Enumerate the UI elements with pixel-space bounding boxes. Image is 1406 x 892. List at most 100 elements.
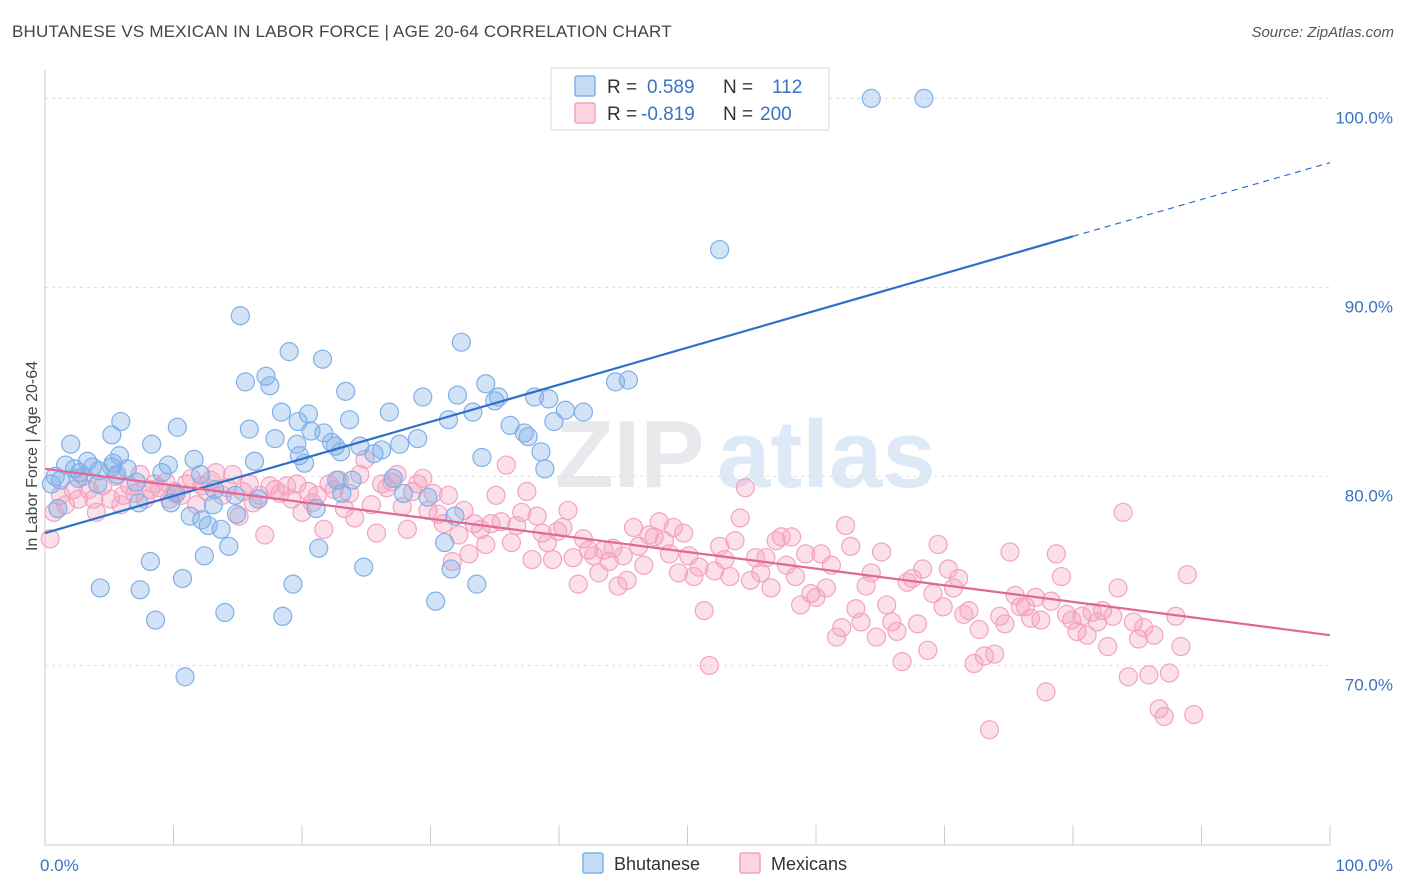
point-mexicans [785,566,806,587]
point-bhutanese [260,376,280,396]
point-bhutanese [544,411,564,432]
point-bhutanese [535,459,555,479]
point-mexicans [663,517,683,538]
point-bhutanese [413,387,433,407]
point-mexicans [459,544,479,564]
bottom-legend-label-bhutanese: Bhutanese [614,854,700,874]
point-mexicans [841,536,861,556]
point-bhutanese [336,381,356,401]
y-tick-label: 80.0% [1345,486,1393,505]
point-mexicans [928,534,948,555]
point-mexicans [187,495,207,515]
y-tick-label: 100.0% [1335,108,1393,127]
point-mexicans [766,531,786,551]
point-mexicans [1108,578,1128,598]
point-mexicans [578,540,599,560]
point-bhutanese [390,434,410,454]
bottom-legend-swatch-bhutanese [582,852,604,874]
point-mexicans [366,523,387,543]
axes [44,70,1331,846]
legend-n-value-2: 200 [760,104,792,125]
point-bhutanese [383,468,403,488]
point-bhutanese [203,495,223,515]
point-mexicans [423,483,443,504]
point-bhutanese [531,442,551,462]
point-mexicans [659,544,680,564]
trend-line-mexicans [44,467,1331,637]
point-bhutanese [235,372,256,392]
point-mexicans [866,627,886,647]
point-bhutanese [408,428,428,449]
point-bhutanese [441,559,461,579]
point-mexicans [63,480,83,500]
point-mexicans [287,474,307,494]
point-bhutanese [438,410,459,430]
point-mexicans [1113,502,1133,522]
point-mexicans [1041,591,1061,611]
point-mexicans [796,544,816,564]
point-bhutanese [175,667,195,687]
point-bhutanese [573,402,594,422]
point-mexicans [613,546,633,566]
point-mexicans [397,519,417,539]
point-mexicans [913,559,933,579]
point-bhutanese [514,423,534,443]
point-bhutanese [618,370,638,390]
point-mexicans [1000,542,1020,562]
point-mexicans [887,621,907,642]
point-bhutanese [248,489,268,509]
point-mexicans [979,720,1000,740]
point-bhutanese [158,455,178,475]
point-mexicans [558,500,578,521]
point-mexicans [1077,625,1097,645]
legend-r-value-2: -0.819 [641,104,695,125]
point-mexicans [501,532,522,553]
point-mexicans [761,578,781,598]
point-mexicans [1062,610,1082,630]
point-mexicans [649,512,669,532]
point-mexicans [964,653,984,674]
point-bhutanese [312,349,333,369]
point-mexicans [684,566,704,587]
point-bhutanese [710,239,730,260]
point-bhutanese [215,602,235,623]
point-bhutanese [467,574,487,594]
point-mexicans [1177,565,1197,585]
series-bhutanese-points [41,86,934,687]
point-mexicans [816,578,836,598]
point-bhutanese [167,417,187,437]
point-bhutanese [354,557,374,577]
legend-n-label-2: N = [723,104,753,125]
point-bhutanese [283,574,303,594]
point-mexicans [623,517,644,538]
point-mexicans [438,485,459,505]
point-mexicans [715,549,735,570]
point-bhutanese [451,332,471,352]
point-bhutanese [332,483,352,504]
point-mexicans [1036,682,1056,702]
point-bhutanese [372,440,392,460]
point-mexicans [771,527,791,547]
point-bhutanese [447,385,468,405]
point-bhutanese [102,425,122,445]
point-bhutanese [273,606,293,626]
point-mexicans [949,568,969,589]
point-mexicans [882,612,902,632]
point-mexicans [954,604,974,624]
point-mexicans [689,557,709,577]
point-mexicans [522,549,542,570]
point-mexicans [832,618,852,638]
point-mexicans [1067,621,1087,642]
point-bhutanese [142,434,162,454]
point-mexicans [751,563,771,583]
point-bhutanese [914,88,934,108]
point-bhutanese [298,404,319,424]
point-mexicans [1056,604,1077,624]
chart-title: BHUTANESE VS MEXICAN IN LABOR FORCE | AG… [12,22,672,41]
point-bhutanese [90,578,110,598]
point-bhutanese [342,470,362,490]
point-bhutanese [339,410,360,430]
point-mexicans [674,523,694,543]
point-bhutanese [111,411,131,432]
legend-n-value-1: 112 [772,77,802,98]
